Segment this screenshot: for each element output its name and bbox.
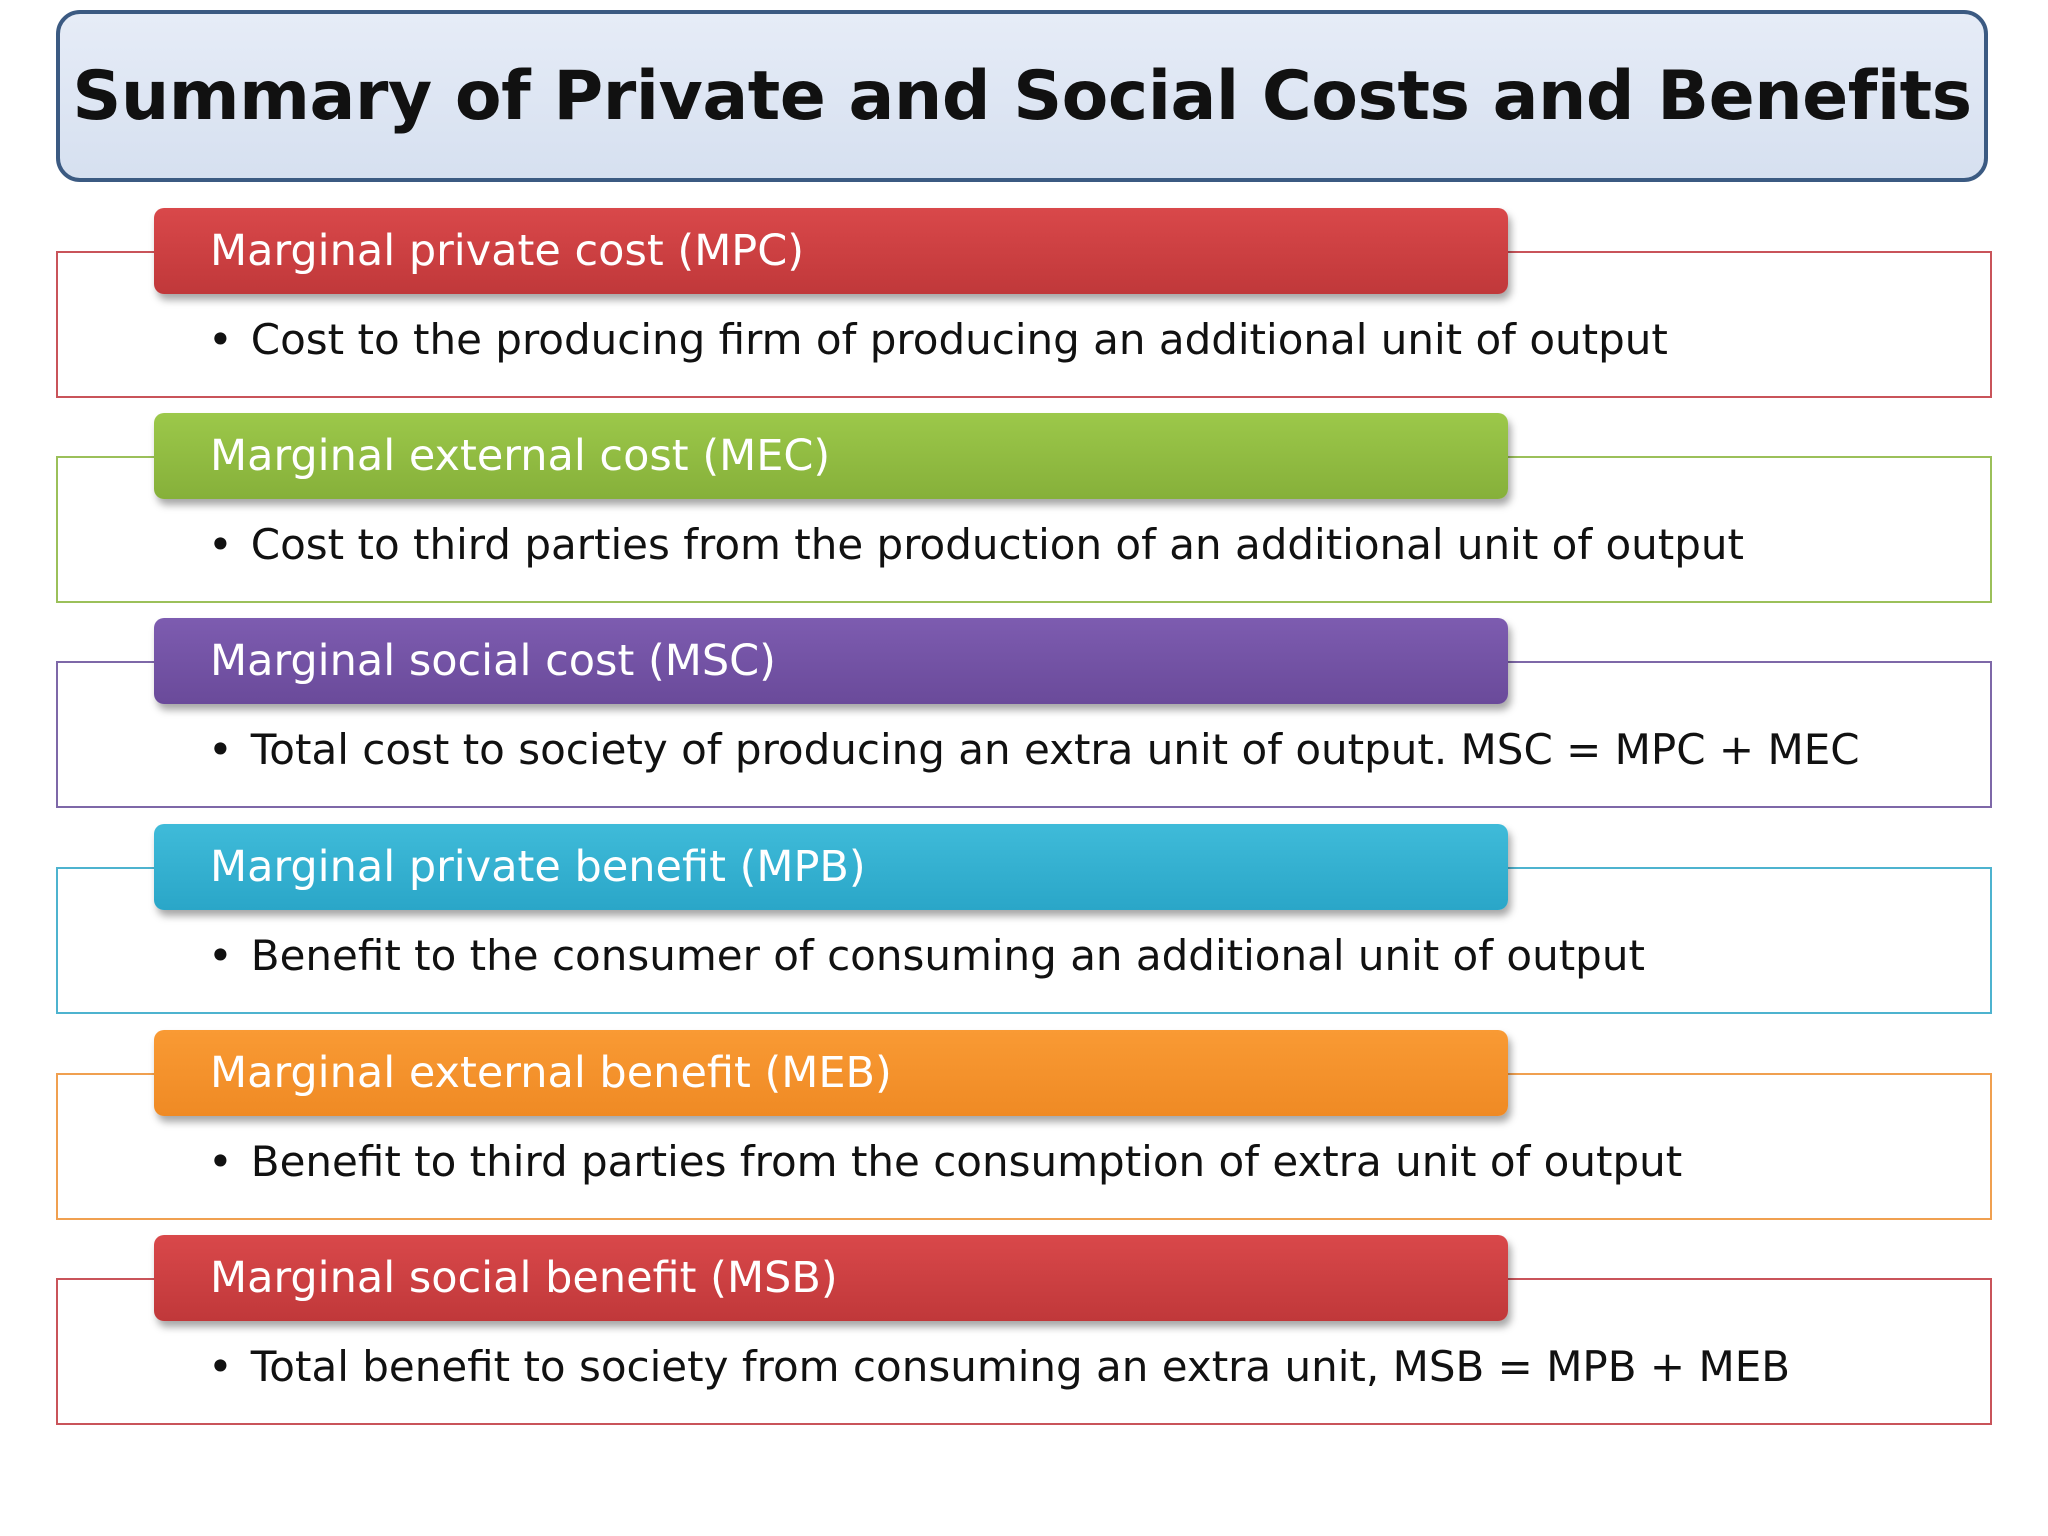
item-header: Marginal social cost (MSC) xyxy=(154,618,1508,704)
item-description: • Cost to the producing firm of producin… xyxy=(208,315,1668,364)
item-description-text: Cost to third parties from the productio… xyxy=(250,520,1744,569)
item-header: Marginal external benefit (MEB) xyxy=(154,1030,1508,1116)
item-header: Marginal private cost (MPC) xyxy=(154,208,1508,294)
bullet-icon: • xyxy=(208,724,233,774)
item-description-text: Cost to the producing firm of producing … xyxy=(250,315,1668,364)
item-meb: Marginal external benefit (MEB) • Benefi… xyxy=(56,1030,1992,1235)
item-description-text: Benefit to third parties from the consum… xyxy=(250,1137,1683,1186)
item-header: Marginal social benefit (MSB) xyxy=(154,1235,1508,1321)
item-label: Marginal external benefit (MEB) xyxy=(210,1048,892,1098)
item-description: • Cost to third parties from the product… xyxy=(208,520,1744,569)
item-description-text: Benefit to the consumer of consuming an … xyxy=(250,931,1645,980)
item-description: • Total benefit to society from consumin… xyxy=(208,1342,1790,1391)
item-mpb: Marginal private benefit (MPB) • Benefit… xyxy=(56,824,1992,1029)
title-box: Summary of Private and Social Costs and … xyxy=(56,10,1988,182)
item-header: Marginal private benefit (MPB) xyxy=(154,824,1508,910)
item-label: Marginal private benefit (MPB) xyxy=(210,842,866,892)
bullet-icon: • xyxy=(208,1341,233,1391)
item-label: Marginal social cost (MSC) xyxy=(210,636,776,686)
item-label: Marginal external cost (MEC) xyxy=(210,431,831,481)
item-mpc: Marginal private cost (MPC) • Cost to th… xyxy=(56,208,1992,413)
item-header: Marginal external cost (MEC) xyxy=(154,413,1508,499)
item-description: • Benefit to the consumer of consuming a… xyxy=(208,931,1645,980)
bullet-icon: • xyxy=(208,519,233,569)
bullet-icon: • xyxy=(208,930,233,980)
bullet-icon: • xyxy=(208,1136,233,1186)
item-description-text: Total benefit to society from consuming … xyxy=(250,1342,1791,1391)
item-label: Marginal private cost (MPC) xyxy=(210,226,805,276)
item-description-text: Total cost to society of producing an ex… xyxy=(250,725,1860,774)
item-msb: Marginal social benefit (MSB) • Total be… xyxy=(56,1235,1992,1440)
item-description: • Total cost to society of producing an … xyxy=(208,725,1860,774)
item-mec: Marginal external cost (MEC) • Cost to t… xyxy=(56,413,1992,618)
page-title: Summary of Private and Social Costs and … xyxy=(72,56,1972,136)
item-msc: Marginal social cost (MSC) • Total cost … xyxy=(56,618,1992,823)
bullet-icon: • xyxy=(208,314,233,364)
item-label: Marginal social benefit (MSB) xyxy=(210,1253,838,1303)
item-description: • Benefit to third parties from the cons… xyxy=(208,1137,1682,1186)
